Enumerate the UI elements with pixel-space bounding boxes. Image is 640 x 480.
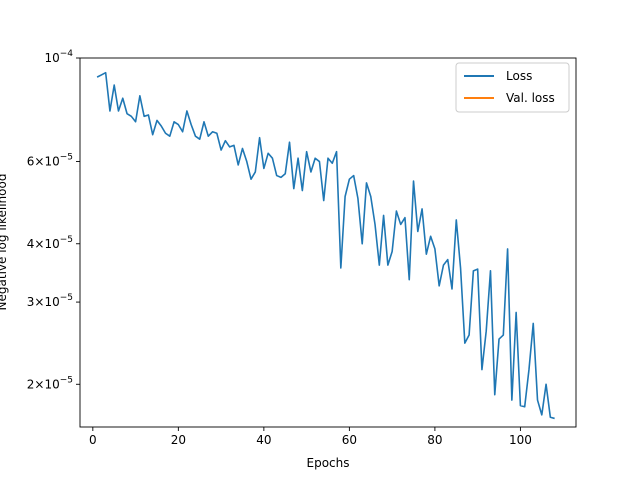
x-tick-label: 20 — [171, 433, 186, 447]
x-axis-label: Epochs — [307, 456, 350, 470]
plot-area — [79, 57, 577, 428]
series-line-loss — [96, 71, 555, 420]
x-tick-label: 60 — [342, 433, 357, 447]
x-tick-label: 0 — [89, 433, 97, 447]
y-axis-label: Negative log likelihood — [0, 174, 9, 311]
legend: Loss Val. loss — [455, 62, 570, 113]
axes-frame — [79, 57, 577, 428]
y-axis-ticks: 2×10−53×10−54×10−56×10−510−4 — [27, 49, 80, 391]
legend-label-loss: Loss — [506, 69, 532, 83]
x-axis-ticks: 0 20 40 60 80 100 — [89, 427, 532, 447]
x-tick-label: 40 — [256, 433, 271, 447]
x-tick-label: 100 — [509, 433, 532, 447]
legend-label-val-loss: Val. loss — [506, 91, 555, 105]
x-tick-label: 80 — [427, 433, 442, 447]
